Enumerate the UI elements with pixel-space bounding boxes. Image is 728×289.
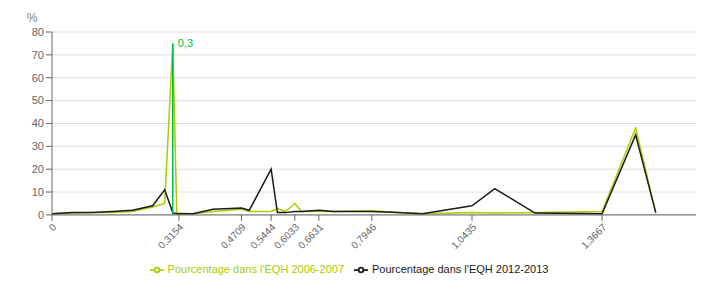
- svg-text:0: 0: [47, 221, 59, 233]
- svg-text:80: 80: [32, 26, 44, 38]
- svg-text:30: 30: [32, 140, 44, 152]
- svg-text:%: %: [27, 11, 38, 25]
- svg-text:1,3667: 1,3667: [579, 221, 609, 251]
- svg-text:0,6631: 0,6631: [296, 221, 326, 251]
- svg-text:70: 70: [32, 49, 44, 61]
- html-text:Pourcentage dans l'EQH 2006-20: Pourcentage dans l'EQH 2006-2007: [167, 262, 344, 275]
- html-text:Pourcentage dans l'EQH 2012-20: Pourcentage dans l'EQH 2012-2013: [372, 262, 549, 275]
- svg-text:50: 50: [32, 94, 44, 106]
- svg-text:60: 60: [32, 72, 44, 84]
- svg-text:0,4709: 0,4709: [219, 221, 249, 251]
- svg-text:0,6033: 0,6033: [272, 221, 302, 251]
- svg-text:10: 10: [32, 186, 44, 198]
- svg-text:20: 20: [32, 163, 44, 175]
- svg-text:0,5444: 0,5444: [248, 221, 278, 251]
- svg-text:0,3: 0,3: [178, 37, 193, 49]
- svg-text:0,7946: 0,7946: [349, 221, 379, 251]
- svg-text:0: 0: [38, 209, 44, 221]
- svg-text:40: 40: [32, 117, 44, 129]
- svg-text:1,0435: 1,0435: [449, 221, 479, 251]
- svg-text:0,3154: 0,3154: [156, 221, 186, 251]
